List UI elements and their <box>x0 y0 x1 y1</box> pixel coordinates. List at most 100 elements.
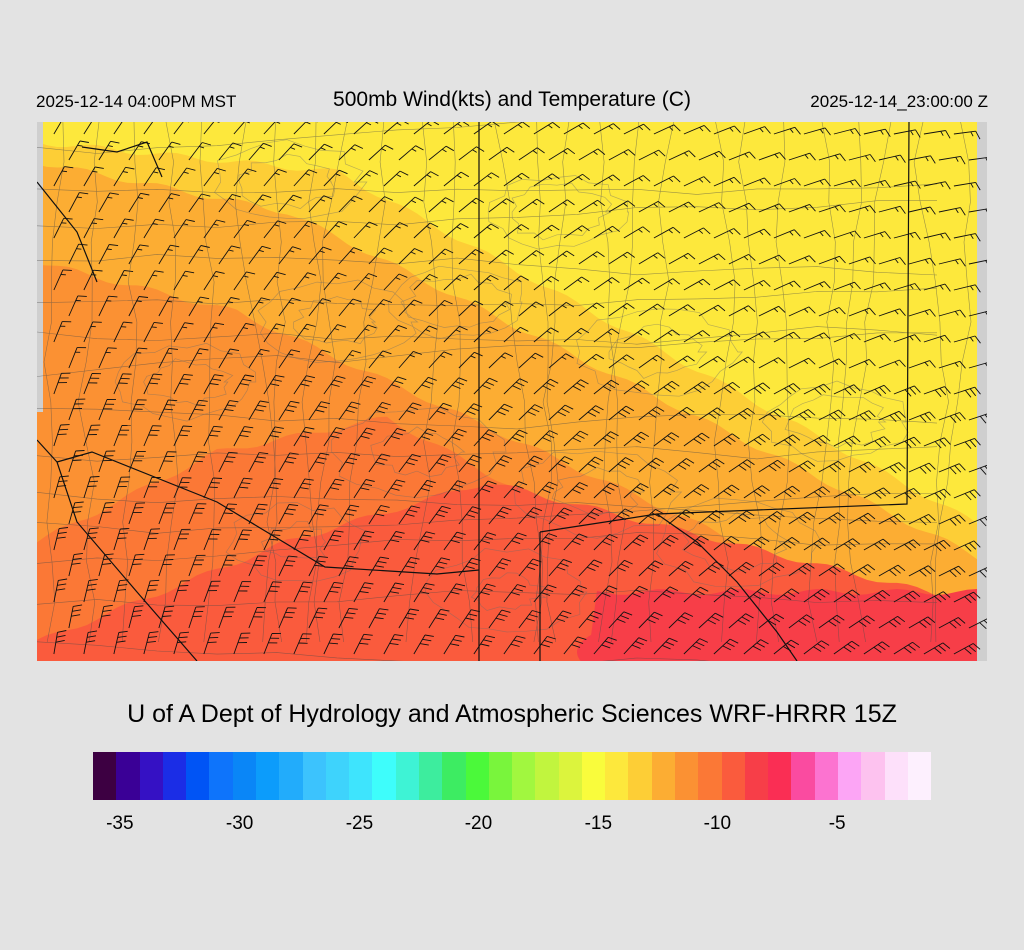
wind-barb <box>863 436 891 448</box>
county-line <box>37 493 938 534</box>
wind-barb <box>608 611 633 629</box>
wind-barb <box>893 129 921 138</box>
colorbar-swatch <box>768 752 792 800</box>
wind-barb <box>923 437 951 449</box>
wind-barb <box>413 428 437 447</box>
chart-title: 500mb Wind(kts) and Temperature (C) <box>333 88 691 111</box>
wind-barb <box>143 579 160 603</box>
wind-barb <box>728 202 756 213</box>
wind-barb <box>338 247 363 265</box>
wind-barb <box>188 245 210 265</box>
wind-barb <box>773 280 801 291</box>
colorbar-swatch <box>721 752 745 800</box>
wind-barb <box>143 476 161 499</box>
map-panel <box>37 122 987 661</box>
state-border <box>81 141 163 178</box>
wind-barb <box>833 538 861 551</box>
wind-barb <box>353 633 373 655</box>
wind-barb <box>803 537 830 551</box>
wind-barb <box>938 565 966 578</box>
wind-barb <box>563 173 590 187</box>
wind-barb <box>143 167 165 187</box>
wind-barb <box>98 501 115 525</box>
wind-barb <box>128 399 147 421</box>
wind-barb <box>413 376 437 395</box>
wind-barb <box>233 271 256 291</box>
wind-barb <box>83 630 98 655</box>
wind-barb <box>608 354 635 369</box>
wind-barb <box>368 505 390 525</box>
wind-barb <box>698 561 724 577</box>
wind-barb <box>878 308 906 317</box>
wind-barb <box>413 582 435 603</box>
wind-barb <box>503 172 530 187</box>
county-line <box>610 122 640 643</box>
wind-barb <box>68 398 86 421</box>
wind-barb <box>623 483 649 499</box>
wind-barb <box>953 489 981 501</box>
wind-barb <box>173 122 189 135</box>
wind-barb <box>563 482 588 499</box>
wind-barb <box>323 375 346 395</box>
wind-barb <box>758 203 786 213</box>
wind-barb <box>593 379 620 395</box>
wind-barb <box>98 399 117 421</box>
wind-barb <box>233 374 254 395</box>
county-line <box>121 122 139 643</box>
wind-barb <box>443 377 468 395</box>
wind-barb <box>428 608 450 629</box>
wind-barb <box>368 556 390 577</box>
wind-barb <box>683 535 709 551</box>
wind-barb <box>743 177 771 187</box>
wind-barb <box>593 277 620 291</box>
wind-barb <box>158 399 178 421</box>
wind-barb <box>203 425 223 447</box>
terrain-contour <box>214 139 368 219</box>
colorbar-swatch <box>162 752 187 800</box>
out-of-domain <box>37 122 43 412</box>
wind-barb <box>653 483 679 499</box>
colorbar-swatch <box>651 752 676 800</box>
wind-barb <box>623 226 651 239</box>
wind-barb <box>833 384 861 396</box>
wind-barb <box>803 640 830 655</box>
wind-barb <box>653 380 680 395</box>
wind-barb <box>128 141 151 161</box>
wind-barb <box>578 405 604 421</box>
wind-barb <box>623 637 648 655</box>
wind-barb <box>773 229 801 239</box>
wind-barb <box>383 324 407 343</box>
wind-barb <box>128 244 149 265</box>
wind-barb <box>293 375 316 395</box>
wind-barb <box>278 400 300 421</box>
wind-barb <box>563 122 591 135</box>
wind-barb <box>488 352 514 369</box>
wind-barb <box>548 456 573 473</box>
wind-barb <box>143 631 159 655</box>
wind-barb <box>653 278 681 291</box>
wind-barb <box>818 614 845 629</box>
wind-barb <box>623 329 650 343</box>
wind-barb <box>548 250 575 265</box>
wind-barb <box>788 306 816 317</box>
wind-barb <box>428 505 451 525</box>
wind-barb <box>413 171 439 187</box>
wind-barb <box>383 582 405 603</box>
wind-barb <box>218 503 237 525</box>
wind-barb <box>428 197 454 213</box>
colorbar-swatch <box>581 752 606 800</box>
wind-barb <box>428 351 453 369</box>
wind-barb <box>593 636 617 655</box>
wind-barb <box>113 218 134 239</box>
wind-barb <box>833 230 861 239</box>
wind-barb <box>113 476 131 499</box>
wind-barb <box>908 360 936 369</box>
wind-barb <box>878 616 906 629</box>
wind-barb <box>503 481 528 499</box>
wind-barb <box>923 488 951 500</box>
wind-barb <box>383 427 406 447</box>
wind-barb <box>518 404 543 421</box>
wind-barb <box>188 142 212 161</box>
wind-barb <box>863 282 891 291</box>
wind-barb <box>593 585 618 603</box>
